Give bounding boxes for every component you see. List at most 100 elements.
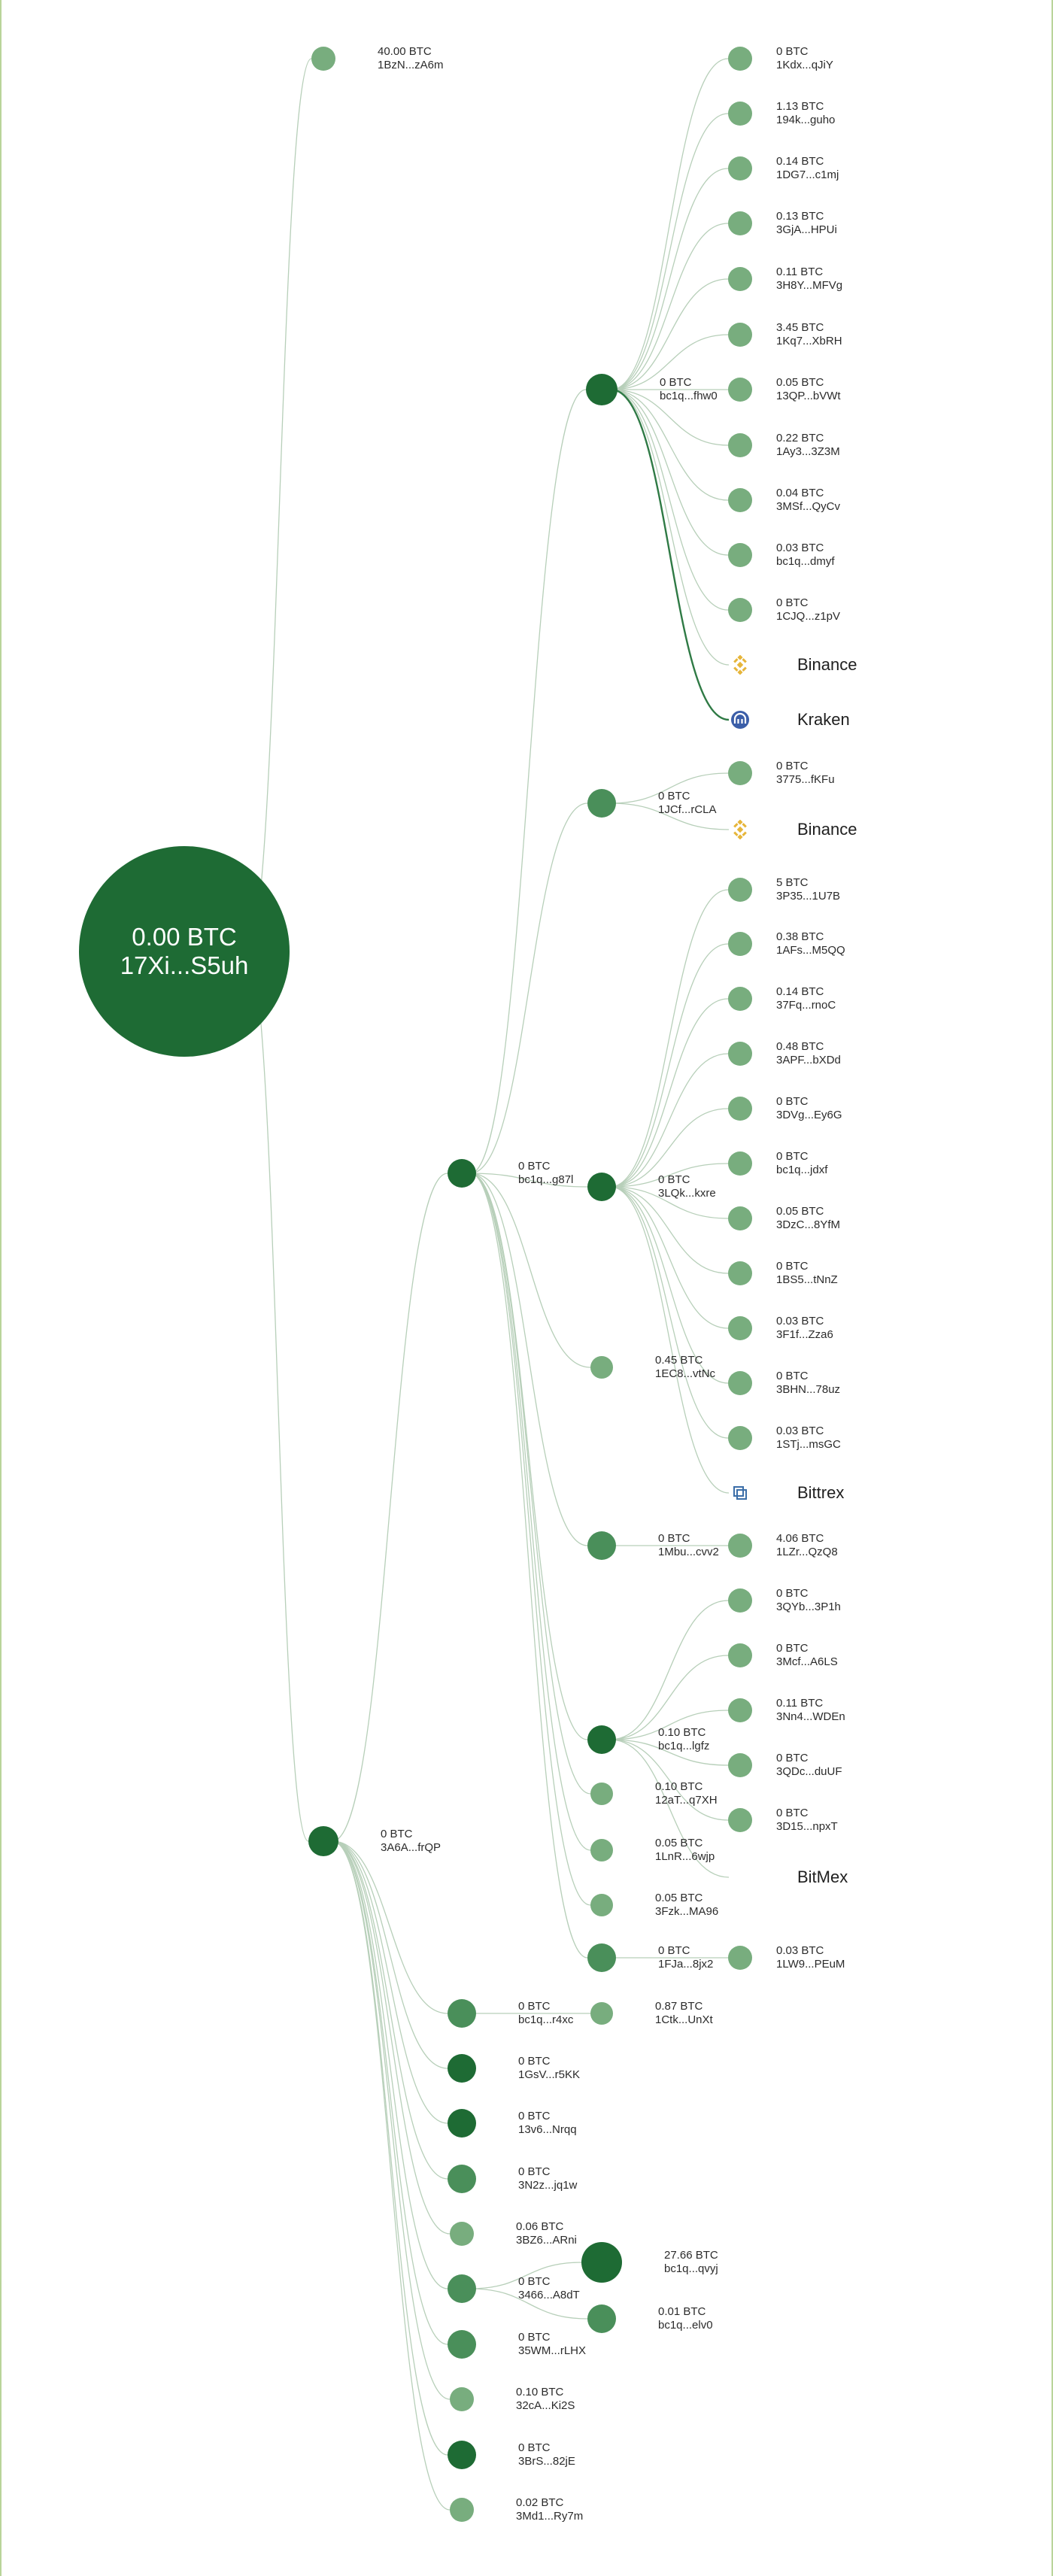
node-label: 0.13 BTC 3GjA...HPUi	[776, 210, 837, 237]
address-node[interactable]	[728, 1808, 752, 1832]
node-address: 1CJQ...z1pV	[776, 610, 841, 623]
address-node[interactable]	[728, 1042, 752, 1066]
address-node[interactable]	[448, 1159, 476, 1188]
node-amount: 0 BTC	[776, 760, 809, 772]
edge-d-d1	[610, 889, 729, 1188]
address-node[interactable]	[308, 1826, 338, 1856]
node-label: 0.45 BTC 1EC8...vtNc	[655, 1354, 715, 1381]
address-node[interactable]	[728, 323, 752, 347]
address-node[interactable]	[450, 2222, 474, 2246]
address-node[interactable]	[448, 2330, 476, 2359]
address-node[interactable]	[587, 1943, 616, 1972]
address-node[interactable]	[728, 433, 752, 457]
address-node[interactable]	[590, 1356, 613, 1379]
edge-root-n1	[247, 58, 312, 952]
address-node[interactable]	[448, 1999, 476, 2028]
bittrex-icon[interactable]	[729, 1482, 751, 1504]
exchange-label: Binance	[797, 655, 857, 674]
address-node[interactable]	[728, 1097, 752, 1121]
address-node[interactable]	[590, 1894, 613, 1916]
root-address-node[interactable]	[79, 846, 290, 1057]
address-node[interactable]	[728, 1698, 752, 1722]
address-node[interactable]	[581, 2242, 622, 2283]
address-node[interactable]	[448, 2441, 476, 2469]
address-node[interactable]	[728, 47, 752, 71]
address-node[interactable]	[448, 2274, 476, 2303]
node-amount: 0.10 BTC	[655, 1780, 703, 1793]
node-amount: 0 BTC	[658, 1173, 690, 1186]
node-label: 0 BTC 3BHN...78uz	[776, 1370, 840, 1397]
edge-a-a4	[611, 223, 729, 390]
binance-icon[interactable]	[729, 818, 751, 841]
address-node[interactable]	[587, 1531, 616, 1560]
node-amount: 0.03 BTC	[776, 1425, 824, 1437]
node-address: bc1q...dmyf	[776, 555, 835, 568]
address-node[interactable]	[728, 1534, 752, 1558]
edge-c-b	[470, 803, 588, 1174]
address-node[interactable]	[728, 1643, 752, 1667]
address-node[interactable]	[728, 1753, 752, 1777]
address-node[interactable]	[728, 156, 752, 181]
address-node[interactable]	[728, 211, 752, 235]
node-label: 0.06 BTC 3BZ6...ARni	[516, 2220, 577, 2247]
address-node[interactable]	[586, 374, 618, 405]
node-label: 5 BTC 3P35...1U7B	[776, 876, 840, 903]
address-node[interactable]	[728, 267, 752, 291]
address-node[interactable]	[728, 1261, 752, 1285]
edge-l-m7	[332, 1840, 448, 2345]
address-node[interactable]	[728, 1151, 752, 1176]
node-address: 3N2z...jq1w	[518, 2179, 578, 2192]
node-amount: 0.03 BTC	[776, 1944, 824, 1957]
address-node[interactable]	[587, 1173, 616, 1201]
address-node[interactable]	[590, 1783, 613, 1805]
address-node[interactable]	[728, 1206, 752, 1230]
node-amount: 0.14 BTC	[776, 155, 824, 168]
address-node[interactable]	[728, 1371, 752, 1395]
address-node[interactable]	[311, 47, 335, 71]
address-node[interactable]	[728, 1316, 752, 1340]
address-node[interactable]	[728, 987, 752, 1011]
node-amount: 0 BTC	[518, 2441, 551, 2454]
address-node[interactable]	[728, 102, 752, 126]
node-amount: 0 BTC	[518, 2055, 551, 2068]
address-node[interactable]	[448, 2165, 476, 2193]
edge-a-binance1	[611, 389, 730, 666]
address-node[interactable]	[728, 378, 752, 402]
edge-d-d3	[610, 998, 729, 1188]
address-node[interactable]	[728, 543, 752, 567]
address-node[interactable]	[728, 598, 752, 622]
address-node[interactable]	[587, 1725, 616, 1754]
node-label: 0.87 BTC 1Ctk...UnXt	[655, 2000, 713, 2027]
node-amount: 0 BTC	[776, 1150, 809, 1163]
node-label: 0 BTC 13v6...Nrqq	[518, 2110, 577, 2137]
node-address: 1Kdx...qJiY	[776, 59, 833, 71]
node-label: 0.10 BTC 12aT...q7XH	[655, 1780, 718, 1807]
address-node[interactable]	[728, 488, 752, 512]
address-node[interactable]	[728, 1946, 752, 1970]
node-label: 0.10 BTC bc1q...lgfz	[658, 1726, 709, 1753]
address-node[interactable]	[448, 2054, 476, 2083]
kraken-icon[interactable]	[729, 708, 751, 731]
node-label: 0 BTC 3N2z...jq1w	[518, 2165, 577, 2192]
address-node[interactable]	[590, 1839, 613, 1861]
node-amount: 1.13 BTC	[776, 100, 824, 113]
node-address: 1JCf...rCLA	[658, 803, 717, 816]
address-node[interactable]	[450, 2387, 474, 2411]
address-node[interactable]	[587, 789, 616, 818]
node-amount: 0.03 BTC	[776, 542, 824, 554]
edge-c-f	[470, 1173, 588, 1546]
node-address: 3Mcf...A6LS	[776, 1655, 838, 1668]
address-node[interactable]	[728, 1426, 752, 1450]
address-node[interactable]	[728, 1588, 752, 1613]
node-amount: 0.10 BTC	[658, 1726, 706, 1739]
address-node[interactable]	[728, 761, 752, 785]
node-label: 0.11 BTC 3H8Y...MFVg	[776, 265, 842, 293]
node-label: 0.05 BTC 13QP...bVWt	[776, 376, 841, 403]
address-node[interactable]	[587, 2304, 616, 2333]
address-node[interactable]	[728, 878, 752, 902]
binance-icon[interactable]	[729, 654, 751, 676]
address-node[interactable]	[590, 2002, 613, 2025]
address-node[interactable]	[448, 2109, 476, 2138]
address-node[interactable]	[450, 2498, 474, 2522]
address-node[interactable]	[728, 932, 752, 956]
